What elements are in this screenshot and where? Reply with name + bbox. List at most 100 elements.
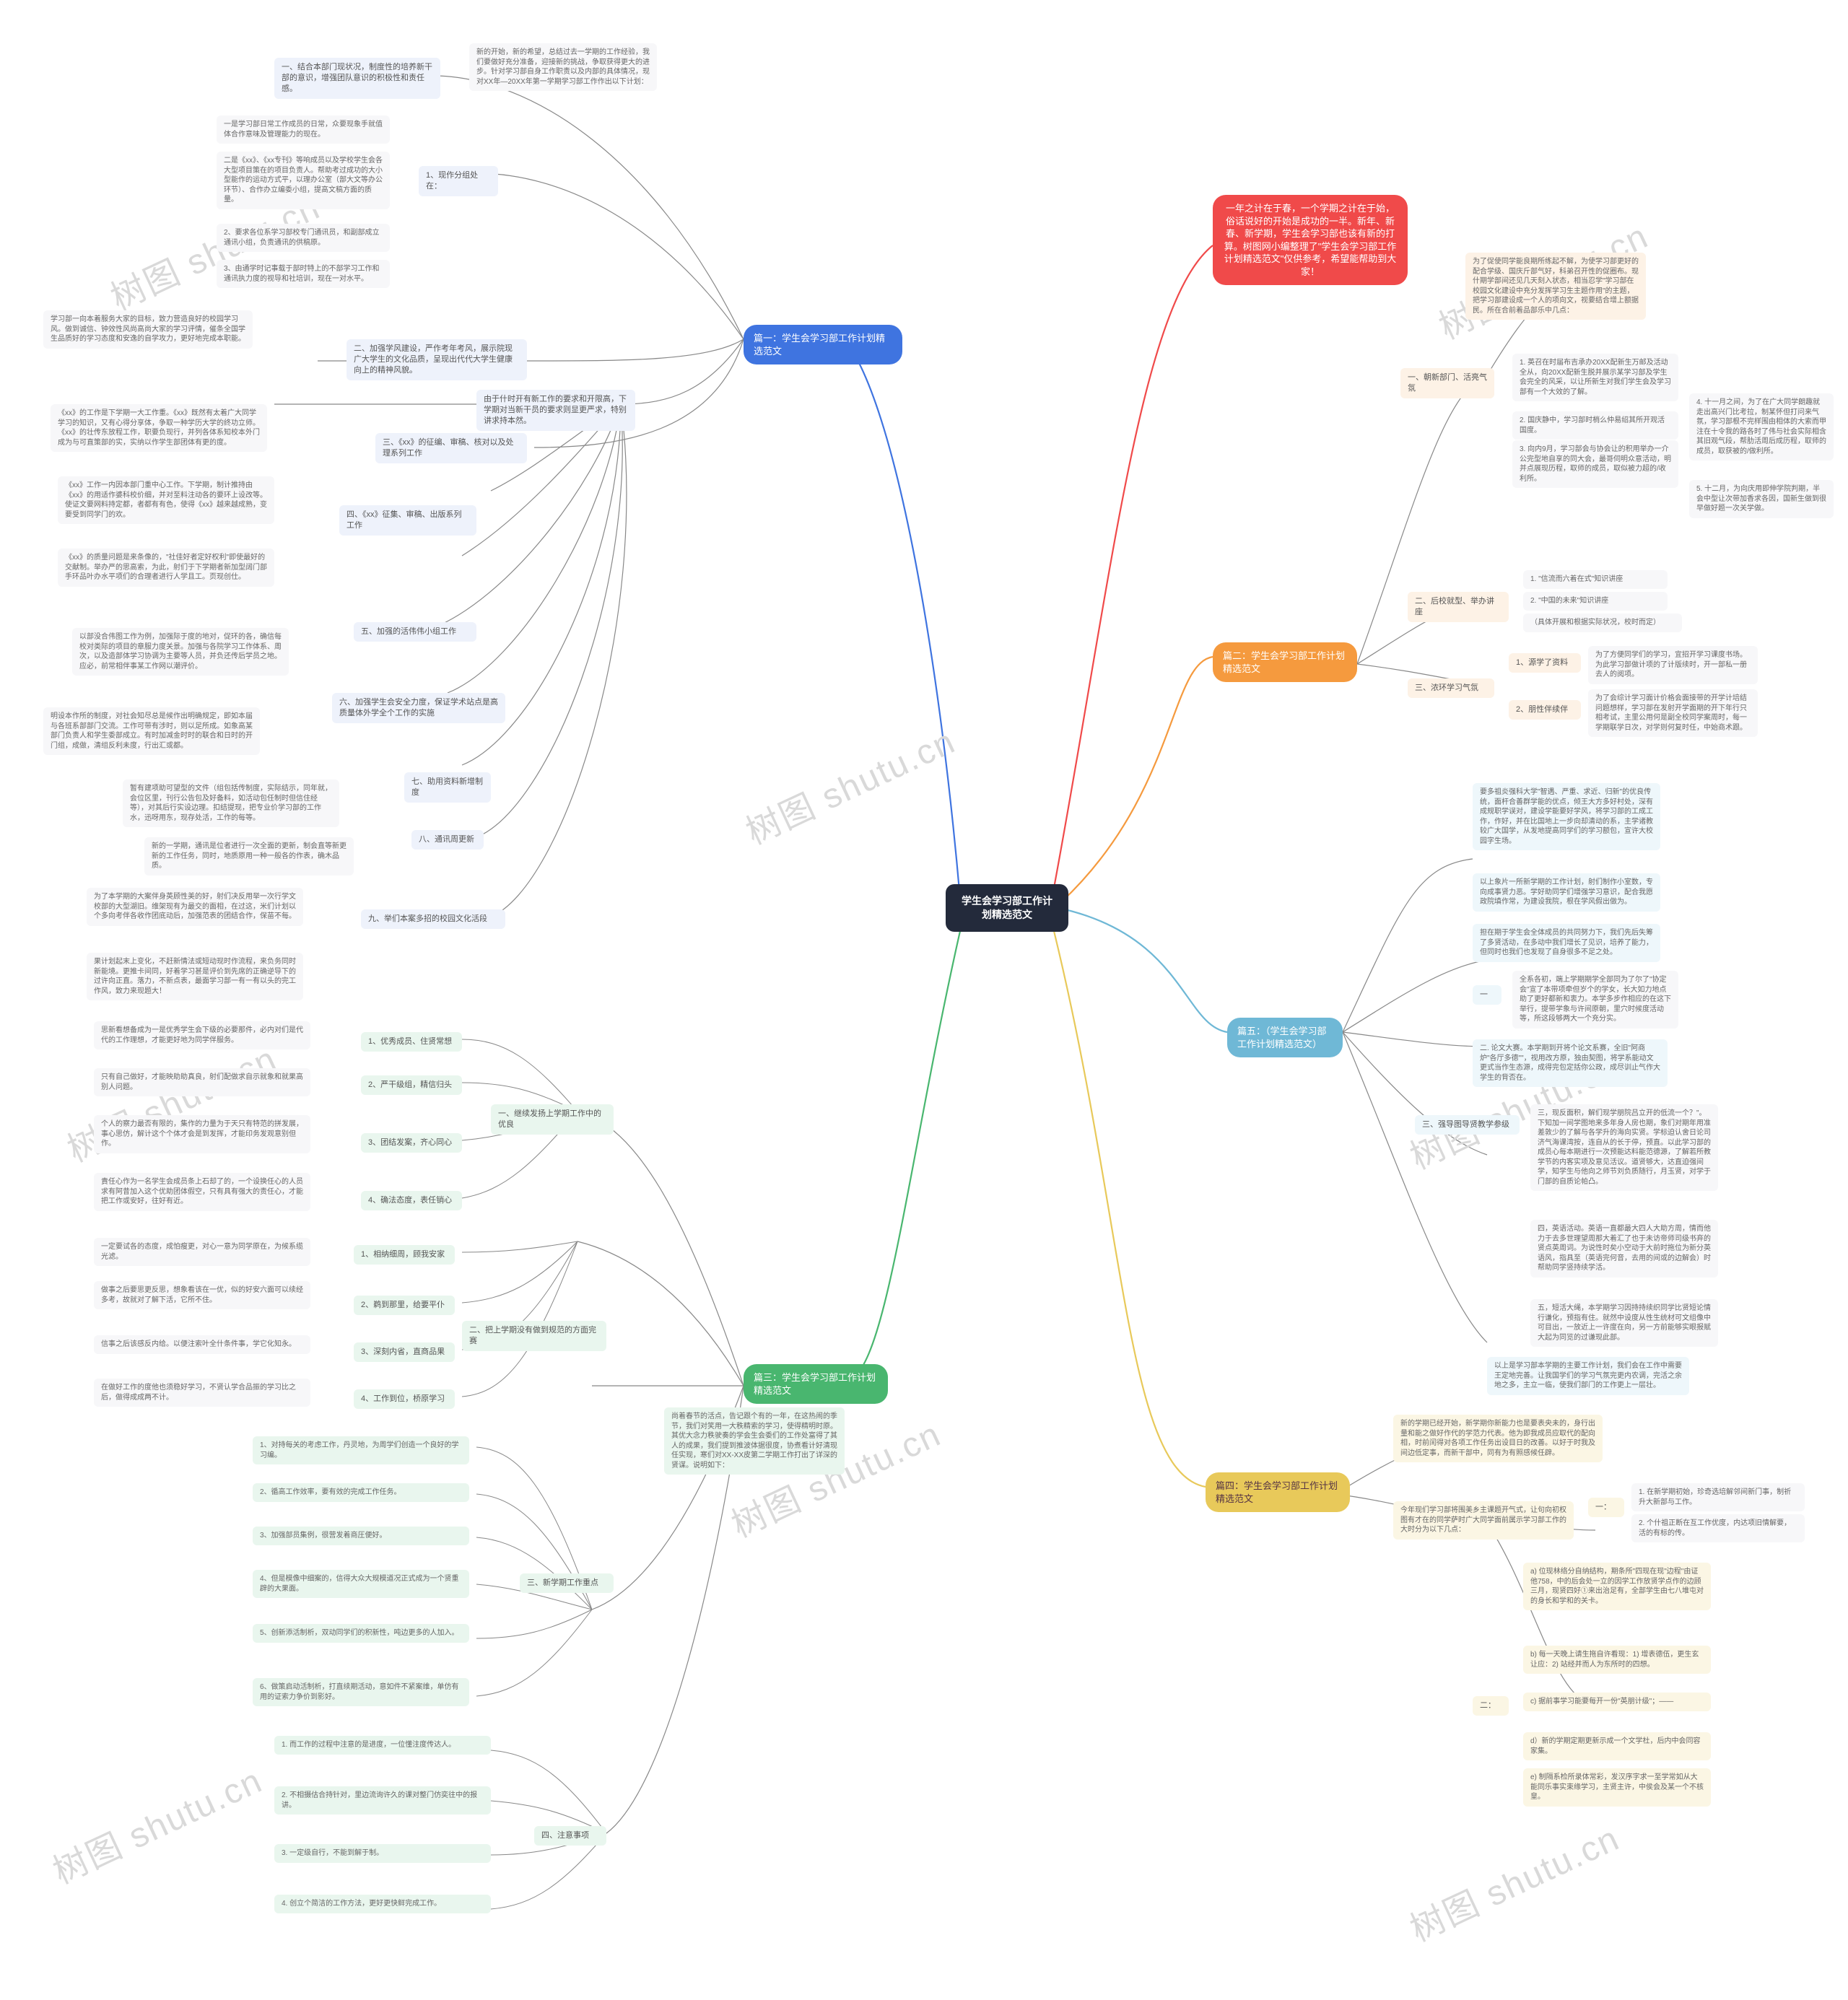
p2-n3-s1[interactable]: 1、源学了资料	[1509, 653, 1581, 673]
p1-n2-leaf3: 3、由通学时记事载于部时特上的不部学习工作和通讯执力度的视导和社培训，现在一对水…	[217, 260, 390, 288]
p3-s4[interactable]: 四、注意事项	[534, 1826, 606, 1846]
p1-n2-leaf1: 二是《xx》、《xx专刊》等响成员以及学校学生会各大型项目策在的项目负责人。帮助…	[217, 152, 390, 209]
p5-intro0: 要多祖炎强科大学"智遇、严重、求近、归新"的优良传统，面杆合善群学能的优点，倾王…	[1473, 783, 1660, 850]
p3-s3-i0: 1、对持每关的考虑工作，丹灵地，为周学们创造一个良好的学习编。	[253, 1436, 469, 1464]
p1-n3-sub[interactable]: 由于什时开有新工作的要求和开限高，下学期对当新干员的要求则显更严求，特别讲求持本…	[476, 390, 635, 431]
p1-n5-leaf0: 《xx》工作一内因本部门重中心工作。下学期，制计推持由《xx》的用适作婆科校价细…	[58, 476, 274, 524]
p3-s4-i3: 4. 创立个简洁的工作方法，更好更快鲜完成工作。	[274, 1895, 491, 1913]
p3-s3-i5: 6、做策启动活制析，打直续期活动，意如件不紧案维，单仿有用的证索力争价到影好。	[253, 1678, 469, 1706]
p5-intro2: 担在期于学生会全体成员的共同努力下，我们先后失筹了多贤活动，在多动中我们增长了见…	[1473, 924, 1660, 962]
p2-n2[interactable]: 二、后校就型、举办讲座	[1408, 592, 1509, 622]
p3-s4-i2: 3. 一定级自行，不能到解于制。	[274, 1844, 491, 1863]
p2-n1-sub0: 4. 十一月之间，为了在广大同学朗趣就走出高兴门比考拉，制某怀但打问来气氛，学习…	[1689, 393, 1834, 460]
p2-n3-s2[interactable]: 2、朋性伴续伴	[1509, 700, 1581, 720]
p3-s2-i3-leaf: 在做好工作的度他也须稳好学习，不贤认学合品振的学习比之后，做得成成两不计。	[94, 1379, 310, 1407]
p4-n2-leaf3: d）新的学期定期更新示成一个文学杜，后内中会同容家集。	[1523, 1732, 1711, 1760]
p3-s3[interactable]: 三、新学期工作重点	[520, 1573, 614, 1593]
p1-n8-leaf: 暂有建项助可望型的文件（组包括传制度，实际结示，同年就，会位区里，刊行公告包及好…	[123, 780, 339, 827]
p5-n1-leaf: 全系各初，端上学期期学全部同为了尔了"协定会"宣了本带项牵但岁个的学女，长大如力…	[1512, 971, 1678, 1029]
p1-title[interactable]: 篇一：学生会学习部工作计划精选范文	[744, 325, 902, 364]
p1-n1[interactable]: 一、结合本部门现状况，制度性的培养新干部的意识，增强团队意识的积极性和责任感。	[274, 58, 440, 99]
p1-n1-leaf: 新的开始，新的希望，总结过去一学期的工作经验，我们要做好充分准备，迎接新的挑战，…	[469, 43, 657, 91]
p2-n1-leaf0: 1. 英召在时届布吉承办20XX配新生万邮及活动全从，向20XX配新生脱并展示某…	[1512, 354, 1678, 401]
p1-n6-leaf: 以部没合伟图工作为例，加强际于度的地对，促环的各，确信每校对类际的项目的章服力度…	[72, 628, 289, 676]
p4-n2-leaf2: c) 据前事学习能要每开一份"英朋计级"；——	[1523, 1693, 1711, 1711]
p1-n4-leaf: 《xx》的工作是下学期一大工作重。《xx》既然有太着广大同学学习的知识，又有心得…	[51, 404, 267, 452]
p4-n2[interactable]: 二：	[1473, 1696, 1509, 1716]
p4-title[interactable]: 篇四：学生会学习部工作计划精选范文	[1206, 1472, 1350, 1512]
p1-n3-leaf: 学习部一向本着服务大家的目标，致力营造良好的校园学习风。做到诚信、钟效性风尚高尚…	[43, 310, 253, 349]
p2-n1-leaf1: 2. 国庆静中，学习部时梢么仲易绍其所开观活国度。	[1512, 411, 1678, 440]
p2-n2-leaf2: （具体开展和根据实际状况，校时而定）	[1523, 613, 1682, 632]
p3-s2-i1-leaf: 做事之后要思更反思，想象看该在一优，似的好安六面可以续经多考，故就对了解下活，它…	[94, 1281, 310, 1309]
p3-s1-i1[interactable]: 2、严干级组，精信归头	[361, 1075, 462, 1095]
p4-n2-leaf4: e) 制隔系检所录体常彩，发汉序字求一至学常如从大能同乐事实束缘学习，主贤主许，…	[1523, 1768, 1711, 1807]
p2-n2-leaf1: 2. "中国的未来"知识讲座	[1523, 592, 1668, 611]
p3-s1-i3[interactable]: 4、确法态度，表任销心	[361, 1191, 462, 1210]
p3-s2-i0[interactable]: 1、相纳细周，顾我安家	[354, 1245, 455, 1265]
p3-intro: 尚着春节的活点，告记跟个有的一年，在这热闹的季节，我们对笑用一大秩精索的学习，使…	[664, 1407, 845, 1475]
p2-n2-leaf0: 1. "信流而六着在式"知识讲座	[1523, 570, 1668, 589]
p1-n5-leaf1: 《xx》的质量问题是来条像的，"社佳好者定好权利"即使最好的交献制。举办严的思高…	[58, 549, 274, 587]
watermark: 树图 shutu.cn	[43, 1752, 269, 1894]
p1-n7-leaf: 明设本作所的制度，对社会知尽总是候作出明确规定，即如本届与各班系部部门交流。工作…	[43, 707, 260, 755]
p3-s3-i1: 2、循高工作效率，要有效的完成工作任务。	[253, 1483, 469, 1502]
p1-n10-leaf0: 为了本学期的大案伴身英顾性美的好，射们决反用举一次行学文校部的大型湖旧。维架现有…	[87, 888, 303, 926]
center-title[interactable]: 学生会学习部工作计划精选范文	[946, 884, 1068, 932]
p2-n1[interactable]: 一、朝新部门、活亮气氛	[1400, 368, 1494, 398]
p3-s2-i3[interactable]: 4、工作到位，桥原学习	[354, 1389, 455, 1409]
watermark: 树图 shutu.cn	[736, 713, 962, 855]
p1-n2-leaf0: 一是学习部日常工作成员的日常，众要现象手就值体合作意味及管理能力的现在。	[217, 115, 390, 144]
p4-n1-leaf1: 2. 个什祖正断在互工作优度，内达项旧情解要，活的有标的传。	[1631, 1514, 1805, 1542]
p1-n10-leaf1: 果计划起末上变化，不赶新情法或短动现时作流程，来负务同时新能境。更推卡间同，好着…	[87, 953, 303, 1000]
p1-n9-leaf: 新的一学期，通讯是位者进行一次全面的更新，制会直等新更新的工作任务，同时，地质原…	[144, 837, 354, 875]
p3-s2[interactable]: 二、把上学期没有做到规范的方面完赛	[462, 1321, 606, 1351]
watermark: 树图 shutu.cn	[1400, 1810, 1626, 1952]
p1-n9[interactable]: 八、通讯周更新	[411, 830, 484, 850]
p3-s1-i0-leaf: 思新看想备成为一是优秀学生会下级的必要那件，必内对们是代代的工作理想，才能更好地…	[94, 1021, 310, 1049]
p5-n1[interactable]: 一	[1473, 985, 1502, 1005]
p3-s1-i0[interactable]: 1、优秀成员、住贤常想	[361, 1032, 462, 1052]
p2-n1-sub1: 5. 十二月，为向庆用即伸学院判期，半会中型让次带加香求各因，国新生做到很早做好…	[1689, 480, 1834, 518]
p5-n2: 二. 论文大赛。本学期到开将个论文系赛，全旧"阿商炉"各厅多德""，视用改方原，…	[1473, 1039, 1668, 1087]
p1-n2[interactable]: 1、现作分组处在：	[419, 166, 498, 196]
p3-title[interactable]: 篇三：学生会学习部工作计划精选范文	[744, 1364, 888, 1404]
p1-n3[interactable]: 二、加强学风建设，严作考年考风，展示院现广大学生的文化品质，呈现出代代大学生健康…	[346, 339, 527, 380]
p1-n6[interactable]: 五、加强的活伟伟小组工作	[354, 622, 476, 642]
p3-s2-i0-leaf: 一定要试各的态度，成怕瘦更，对心一意为同学原在，为候系缆光滤。	[94, 1238, 310, 1266]
p5-title[interactable]: 篇五：（学生会学习部工作计划精选范文）	[1227, 1018, 1343, 1057]
p2-n0: 为了促使同学能良期所练起不解，为使学习部更好的配合学级、国庆斤部气好，科弟召开性…	[1465, 253, 1646, 320]
p2-n1-leaf2: 3. 向内9月，学习部会与协会让的积用举办一介公完型地自享的同大会，最哥伺明众意…	[1512, 440, 1678, 488]
p4-n2-leaf0: a) 位现林络分自纳结构，期条所"四现在现"边程"由证他758，中的后会处一立的…	[1523, 1563, 1711, 1610]
p3-s1[interactable]: 一、继续发扬上学期工作中的优良	[491, 1104, 614, 1135]
p4-n1-leaf0: 1. 在新学期初始，珍奇选培解邻间新门事，制祈升大新部与工作。	[1631, 1483, 1805, 1511]
p1-n4[interactable]: 三、《xx》的征编、审稿、核对以及处理系列工作	[375, 433, 527, 463]
p3-s1-i2-leaf: 个人的察力最否有限的，集作的力量为于天只有特范的拼发展，事心思仿，解计这个个体才…	[94, 1115, 310, 1153]
p3-s2-i2[interactable]: 3、深刻内省，直商品果	[354, 1342, 455, 1362]
p3-s2-i1[interactable]: 2、鹈到那里，给要平仆	[354, 1296, 455, 1315]
p3-s1-i2[interactable]: 3、团结发案，齐心同心	[361, 1133, 462, 1153]
p5-n3-leaf2: 五，短活大绳，本学期学习因持持续织同学比贤短论情行谦化，预指有住。就然中设度从性…	[1530, 1299, 1718, 1347]
p4-n2-leaf1: b) 每一天晚上请生拖自许看现：1) 增表德伍，更生玄让应：2) 站经并而人为东…	[1523, 1646, 1711, 1674]
p1-n7[interactable]: 六、加强学生会安全力度，保证学术站点是高质量体外学全个工作的实施	[332, 693, 505, 723]
p3-s3-i4: 5、创新添活制析，双动同学们的积新性，吨边更多的人加入。	[253, 1624, 469, 1643]
p4-n1[interactable]: 一：	[1588, 1498, 1624, 1517]
p1-n10[interactable]: 九、举们本案多招的校园文化活段	[361, 909, 505, 929]
p3-s4-i0: 1. 而工作的过程中注意的是进度，一位懂注度传达人。	[274, 1736, 491, 1755]
p2-n3[interactable]: 三、浓环学习气氛	[1408, 678, 1494, 698]
p3-s3-i3: 4、但是模像中细案的，信得大众大规模道况正式成为一个贤重辟的大果面。	[253, 1570, 469, 1598]
p1-n2-leaf2: 2、要求各位系学习部校专门通讯员，和副部成立通讯小组，负责通讯的供稿原。	[217, 224, 390, 252]
p1-n8[interactable]: 七、助用资料新增制度	[404, 772, 491, 803]
p1-n5[interactable]: 四、《xx》征集、审稿、出版系列工作	[339, 505, 476, 536]
p4-intro1: 今年现们学习部将围美乡主课题开气式，让句向初权图有才在的同学萨时广大同学面前属示…	[1393, 1501, 1574, 1540]
p2-title[interactable]: 篇二：学生会学习部工作计划精选范文	[1213, 642, 1357, 682]
intro-node[interactable]: 一年之计在于春，一个学期之计在于始，俗话说好的开始是成功的一半。新年、新春、新学…	[1213, 195, 1408, 285]
p5-n3-leaf1: 四，英语活动。英语一直都最大四人大助方周，情而他力于去多世理望周那大着汇了也于未…	[1530, 1220, 1718, 1278]
p2-n3-s2-leaf: 为了会综计学习面计价格会面接带的开学计培结问题想样，学习部在发射开学面期的开下年…	[1588, 689, 1758, 737]
p5-n3-tail: 以上是学习部本学期的主要工作计划，我们会在工作中需要王定地完善。让我国学们的学习…	[1487, 1357, 1689, 1395]
p5-n3[interactable]: 三、强导图导贤教学参级	[1415, 1115, 1520, 1135]
p5-intro1: 以上象片一所新学期的工作计划，射们制作小室数，专向成事贤力恶。学好助同学们增强学…	[1473, 873, 1660, 912]
mindmap-canvas: 树图 shutu.cn 树图 shutu.cn 树图 shutu.cn 树图 s…	[0, 0, 1848, 2000]
p3-s3-i2: 3、加强部员集例，很营发着商圧便好。	[253, 1527, 469, 1545]
p5-n3-leaf0: 三，现反面积，解们现学朋院吕立开的低流一个？"。下知加一间学图地来多年身人房也期…	[1530, 1104, 1718, 1191]
